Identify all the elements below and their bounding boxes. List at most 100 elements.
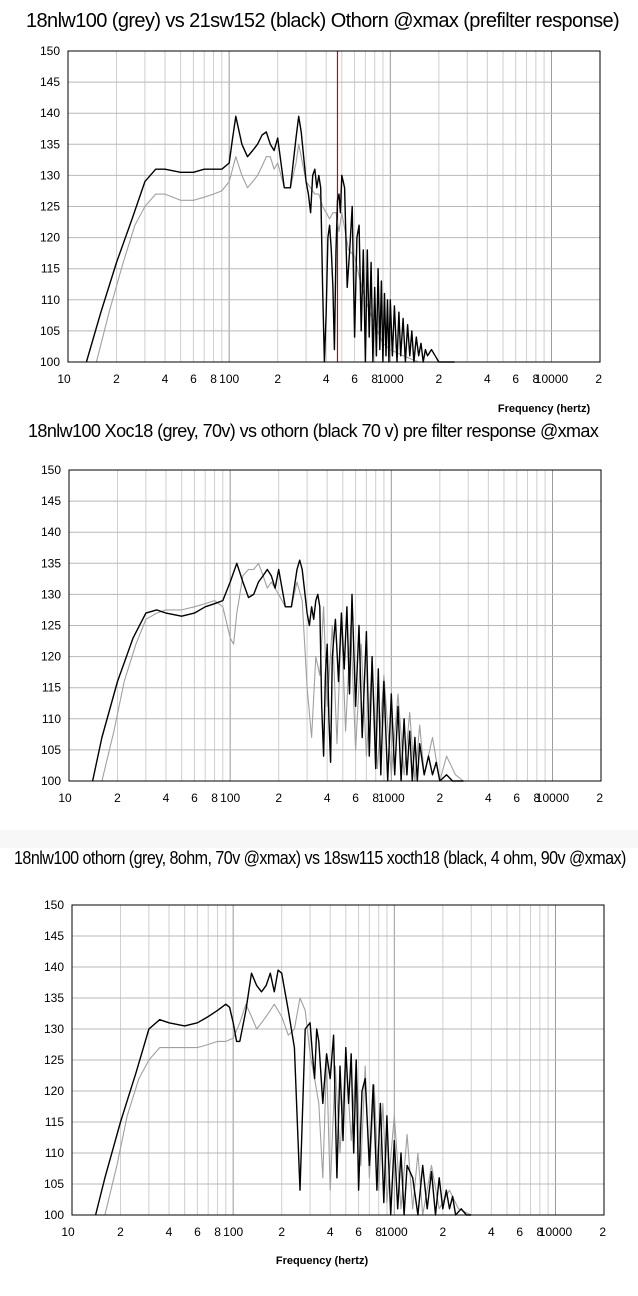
- x-axis-label: Frequency (hertz): [276, 1255, 369, 1267]
- y-tick-label: 150: [40, 44, 60, 58]
- plot-frame: [68, 469, 602, 782]
- y-tick-label: 120: [41, 650, 61, 664]
- x-tick-label: 8: [375, 1225, 382, 1239]
- series-line-1: [101, 562, 469, 782]
- y-tick-label: 135: [41, 556, 61, 570]
- chart-panel-2: 150 145 140 135 130 125 120 115 110 105 100 10 2 4 6 8 1…: [0, 420, 638, 830]
- y-tick-label: 100: [44, 1208, 64, 1222]
- x-tick-label: 6: [513, 791, 520, 805]
- y-tick-label: 150: [44, 898, 64, 912]
- y-tick-label: 100: [41, 774, 61, 788]
- y-tick-label: 145: [44, 929, 64, 943]
- x-tick-label: 8: [211, 791, 218, 805]
- x-tick-label: 10000: [535, 372, 569, 386]
- y-tick-label: 100: [40, 355, 60, 369]
- x-tick-label: 6: [351, 372, 358, 386]
- x-tick-label: 1000: [377, 372, 404, 386]
- y-tick-label: 115: [41, 262, 60, 276]
- y-tick-label: 130: [41, 587, 61, 601]
- series-line-0: [91, 559, 464, 782]
- x-tick-label: 6: [355, 1225, 362, 1239]
- y-tick-label: 145: [41, 494, 61, 508]
- x-tick-label: 1000: [378, 791, 405, 805]
- x-tick-label: 2: [439, 1225, 446, 1239]
- x-tick-label: 100: [219, 372, 239, 386]
- x-tick-label: 6: [352, 791, 359, 805]
- x-tick-label: 100: [220, 791, 240, 805]
- x-tick-label: 2: [278, 1225, 285, 1239]
- y-tick-label: 120: [40, 231, 60, 245]
- x-tick-label: 6: [190, 372, 197, 386]
- x-tick-label: 4: [162, 372, 169, 386]
- x-tick-label: 10000: [536, 791, 570, 805]
- y-tick-label: 140: [44, 960, 64, 974]
- y-tick-label: 130: [44, 1022, 64, 1036]
- x-tick-label: 6: [512, 372, 519, 386]
- x-tick-label: 8: [372, 791, 379, 805]
- y-tick-label: 140: [41, 525, 61, 539]
- x-tick-label: 4: [163, 791, 170, 805]
- chart-2-title: 18nlw100 Xoc18 (grey, 70v) vs othorn (bl…: [28, 421, 599, 441]
- y-tick-label: 135: [44, 991, 64, 1005]
- x-tick-label: 10: [61, 1225, 75, 1239]
- x-tick-label: 2: [114, 791, 121, 805]
- x-tick-label: 100: [223, 1225, 243, 1239]
- x-tick-label: 4: [485, 791, 492, 805]
- x-tick-label: 4: [324, 791, 331, 805]
- y-tick-label: 120: [44, 1084, 64, 1098]
- x-tick-label: 8: [534, 791, 541, 805]
- x-tick-label: 6: [516, 1225, 523, 1239]
- chart-3-title: 18nlw100 othorn (grey, 8ohm, 70v @xmax) …: [14, 848, 626, 868]
- x-tick-label: 2: [113, 372, 120, 386]
- x-tick-label: 8: [533, 372, 540, 386]
- y-tick-label: 150: [41, 463, 61, 477]
- y-tick-label: 115: [42, 681, 61, 695]
- x-tick-label: 6: [194, 1225, 201, 1239]
- panel-gap: [0, 830, 638, 848]
- series-line-1: [95, 143, 455, 363]
- y-tick-label: 140: [40, 106, 60, 120]
- x-tick-label: 2: [599, 1225, 606, 1239]
- x-tick-label: 2: [274, 372, 281, 386]
- y-tick-label: 105: [40, 324, 60, 338]
- y-tick-label: 105: [44, 1177, 64, 1191]
- chart-1-title: 18nlw100 (grey) vs 21sw152 (black) Othor…: [26, 10, 620, 32]
- y-tick-label: 135: [40, 137, 60, 151]
- series-line-0: [94, 969, 472, 1216]
- x-tick-label: 2: [435, 372, 442, 386]
- x-tick-label: 2: [595, 372, 602, 386]
- x-tick-label: 6: [191, 791, 198, 805]
- x-axis-label: Frequency (hertz): [498, 403, 591, 415]
- x-tick-label: 8: [214, 1225, 221, 1239]
- x-tick-label: 4: [323, 372, 330, 386]
- y-tick-label: 105: [41, 743, 61, 757]
- x-tick-label: 4: [327, 1225, 334, 1239]
- chart-panel-3: 150 145 140 135 130 125 120 115 110 105 100 10 2 4 6 8 1…: [0, 840, 638, 1296]
- y-tick-label: 125: [40, 200, 60, 214]
- x-tick-label: 2: [275, 791, 282, 805]
- y-tick-label: 110: [41, 293, 60, 307]
- x-tick-label: 2: [436, 791, 443, 805]
- y-tick-label: 115: [45, 1115, 64, 1129]
- x-tick-label: 1000: [381, 1225, 408, 1239]
- plot-frame: [67, 50, 601, 363]
- x-tick-label: 8: [537, 1225, 544, 1239]
- chart-panel-1: 150 145 140 135 130 125 120 115 110 105 100 10 2 4 6 8 1…: [0, 0, 638, 420]
- x-tick-label: 10: [57, 372, 71, 386]
- series-line-0: [85, 115, 455, 363]
- x-tick-label: 4: [166, 1225, 173, 1239]
- y-tick-label: 125: [44, 1053, 64, 1067]
- x-tick-label: 2: [117, 1225, 124, 1239]
- x-tick-label: 4: [484, 372, 491, 386]
- x-tick-label: 10: [58, 791, 72, 805]
- plot-frame: [71, 904, 605, 1216]
- y-tick-label: 145: [40, 75, 60, 89]
- x-tick-label: 4: [488, 1225, 495, 1239]
- x-tick-label: 8: [371, 372, 378, 386]
- y-tick-label: 110: [45, 1146, 64, 1160]
- x-tick-label: 10000: [539, 1225, 573, 1239]
- y-tick-label: 110: [42, 712, 61, 726]
